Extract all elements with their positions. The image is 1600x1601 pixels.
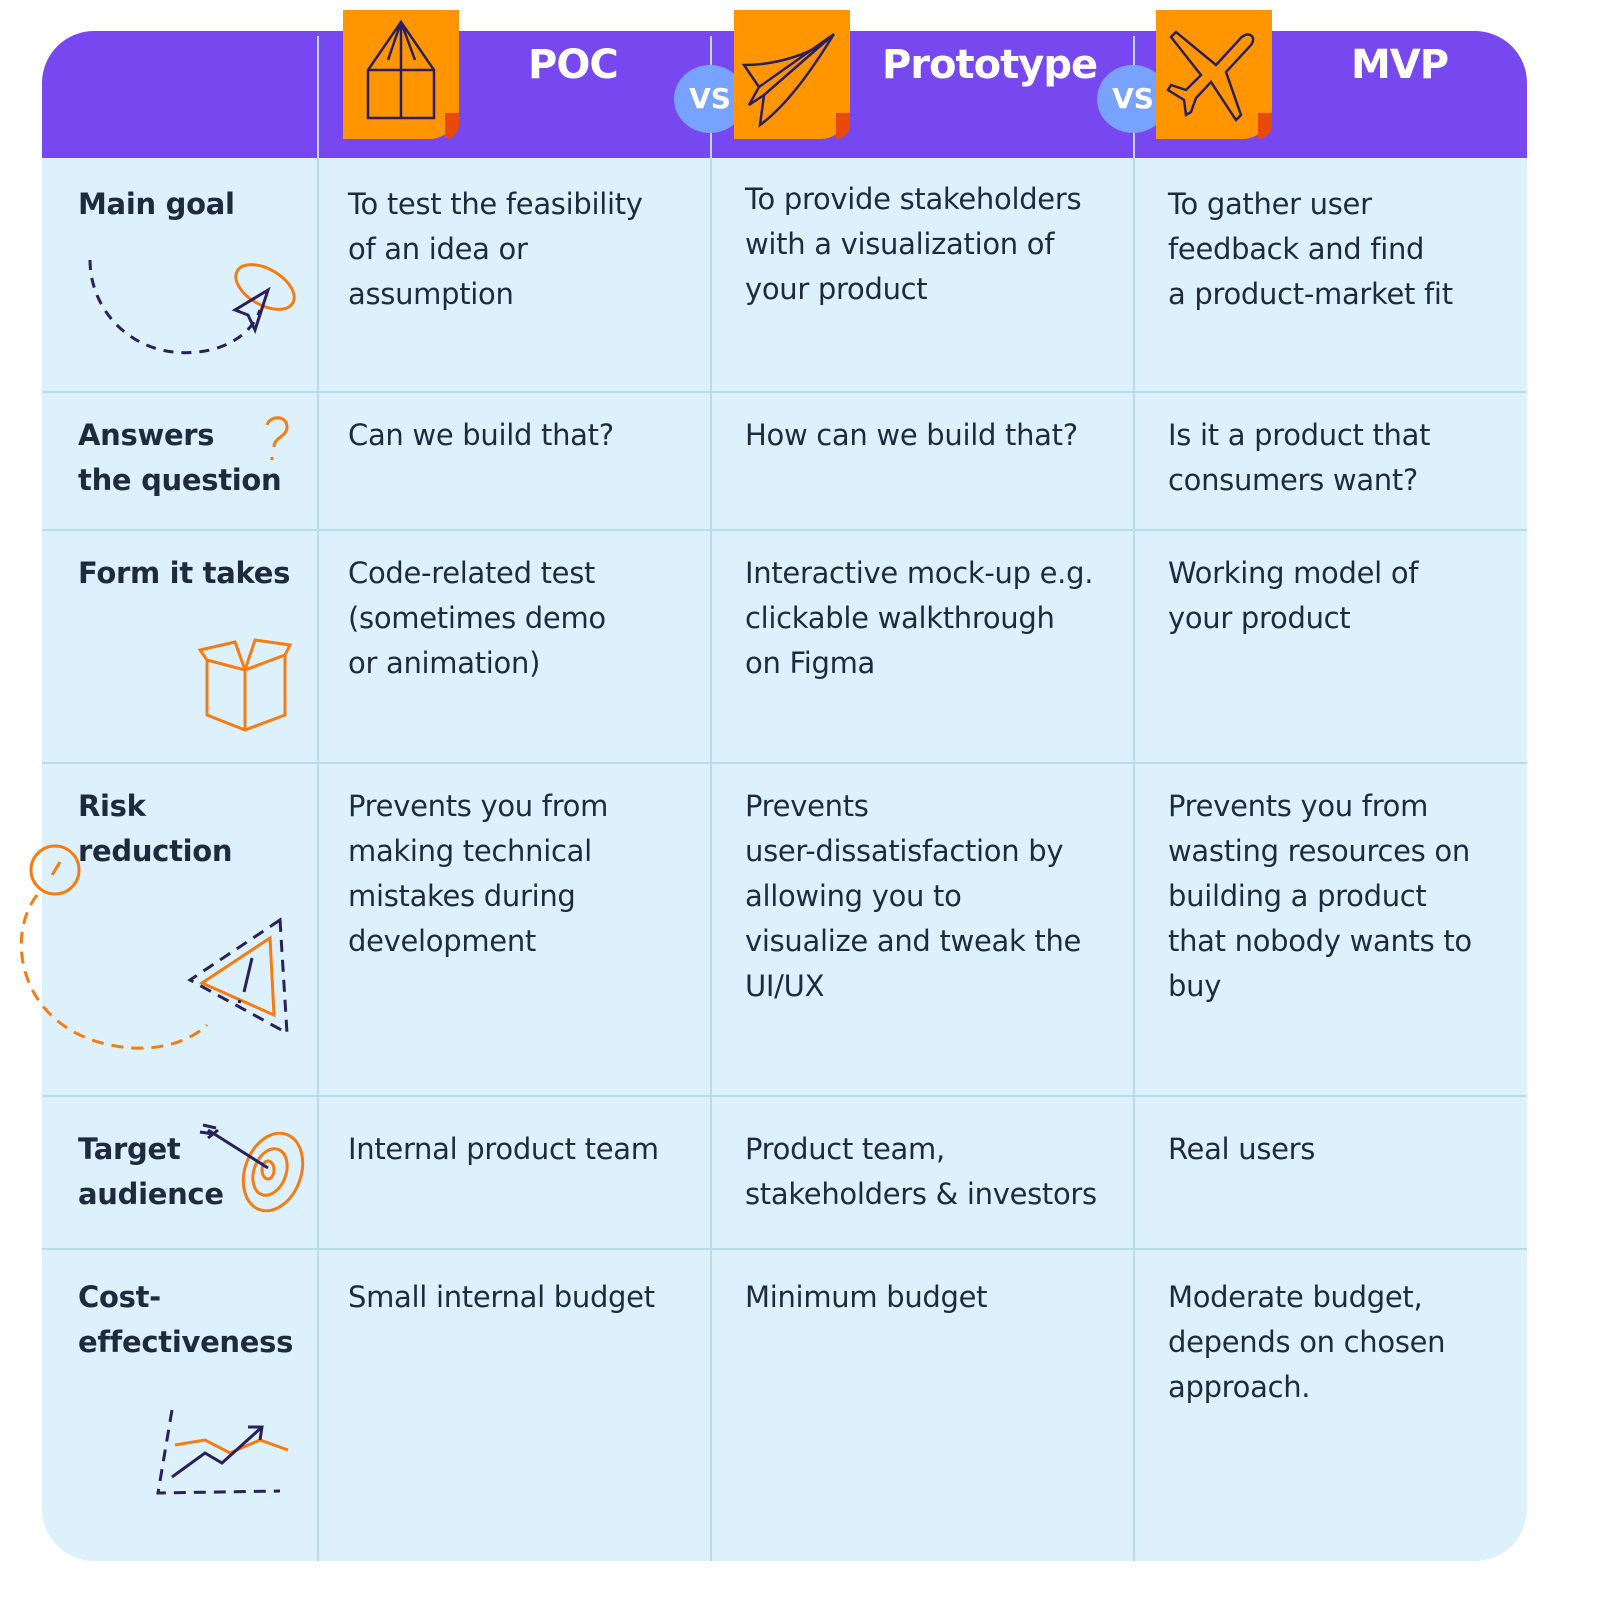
row-label: Target audience (78, 1132, 224, 1211)
row-label: Answers the question (78, 418, 282, 497)
table-cell: Interactive mock-up e.g. clickable walkt… (745, 556, 1094, 680)
table-cell: Is it a product that consumers want? (1168, 418, 1431, 497)
table-cell: Product team, stakeholders & investors (745, 1132, 1097, 1211)
poc-tag (343, 10, 459, 139)
row-label: Cost- effectiveness (78, 1280, 294, 1359)
row-label: Main goal (78, 187, 235, 221)
table-cell: To gather user feedback and find a produ… (1168, 187, 1453, 311)
paper-plane-icon (741, 32, 836, 128)
column-header-prototype: Prototype (882, 42, 1098, 88)
target-icon (199, 1123, 305, 1213)
table-cell: Moderate budget, depends on chosen appro… (1168, 1280, 1446, 1404)
column-divider (1133, 36, 1135, 1561)
row-divider (42, 1248, 1527, 1250)
table-cell: Small internal budget (348, 1280, 655, 1314)
row-label: Form it takes (78, 556, 291, 590)
table-cell: To test the feasibility of an idea or as… (348, 187, 643, 311)
table-cell: Working model of your product (1168, 556, 1419, 635)
table-cell: Prevents you from making technical mista… (348, 789, 609, 958)
table-cell: Can we build that? (348, 418, 614, 452)
table-cell: Minimum budget (745, 1280, 988, 1314)
row-label: Risk reduction (78, 789, 233, 868)
cursor-arrow-icon (88, 259, 296, 355)
column-divider (317, 36, 319, 1561)
question-mark-icon (265, 416, 289, 460)
column-header-poc: POC (528, 42, 619, 88)
table-cell: Real users (1168, 1132, 1316, 1166)
box-icon (197, 638, 293, 732)
mvp-tag (1156, 10, 1272, 139)
row-divider (42, 1095, 1527, 1097)
column-header-mvp: MVP (1351, 42, 1449, 88)
table-cell: Code-related test (sometimes demo or ani… (348, 556, 606, 680)
table-cell: How can we build that? (745, 418, 1078, 452)
warning-triangle-icon (19, 844, 289, 1050)
row-divider (42, 762, 1527, 764)
column-divider (710, 36, 712, 1561)
house-icon (366, 19, 436, 120)
row-divider (42, 529, 1527, 531)
prototype-tag (734, 10, 850, 139)
table-cell: Prevents you from wasting resources on b… (1168, 789, 1472, 1003)
table-cell: To provide stakeholders with a visualiza… (745, 182, 1082, 306)
table-cell: Internal product team (348, 1132, 659, 1166)
table-cell: Prevents user-dissatisfaction by allowin… (745, 789, 1082, 1003)
growth-chart-icon (156, 1409, 289, 1495)
airplane-icon (1166, 30, 1255, 122)
row-divider (42, 391, 1527, 393)
